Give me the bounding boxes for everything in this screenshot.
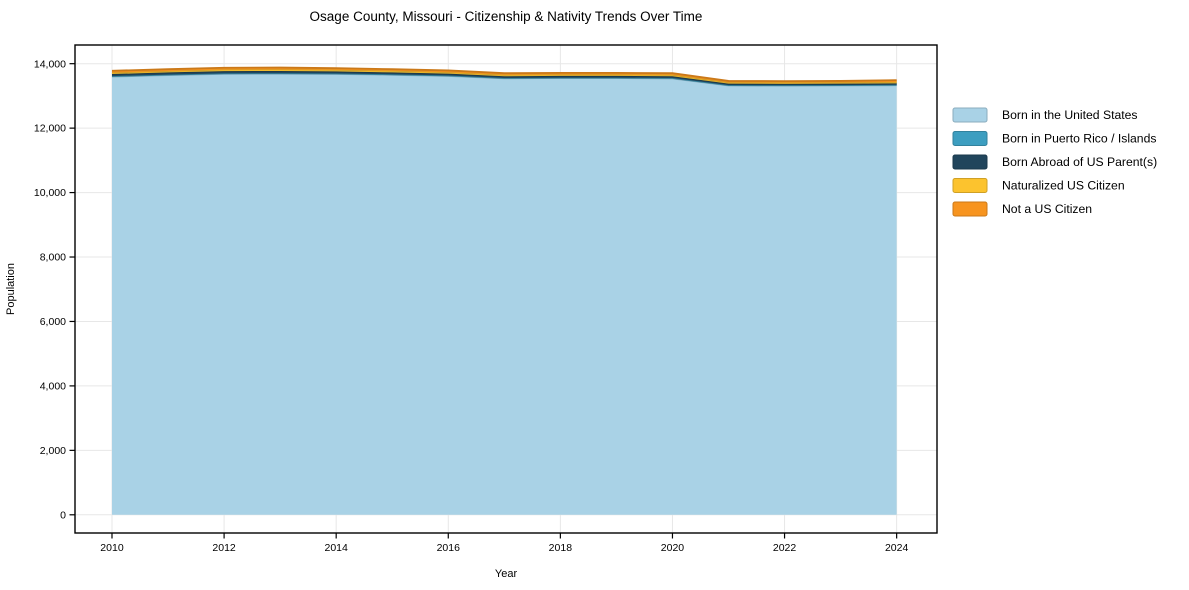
x-axis-label: Year xyxy=(495,568,518,580)
legend-label: Born Abroad of US Parent(s) xyxy=(1002,155,1157,169)
legend-swatch xyxy=(952,107,988,123)
x-tick-label: 2018 xyxy=(549,542,573,554)
x-tick-label: 2010 xyxy=(100,542,124,554)
legend-swatch xyxy=(952,178,988,193)
y-tick-label: 12,000 xyxy=(34,123,66,135)
legend-item-born-abroad-of-us-parent-s: Born Abroad of US Parent(s) xyxy=(952,154,1157,170)
legend-item-born-in-the-united-states: Born in the United States xyxy=(952,107,1138,123)
legend-item-naturalized-us-citizen: Naturalized US Citizen xyxy=(952,178,1125,193)
plot-border xyxy=(74,44,938,534)
x-tick-label: 2016 xyxy=(437,542,461,554)
y-tick-label: 4,000 xyxy=(40,381,66,393)
y-tick-label: 8,000 xyxy=(40,252,66,264)
legend-label: Not a US Citizen xyxy=(1002,202,1092,216)
legend-item-not-a-us-citizen: Not a US Citizen xyxy=(952,201,1092,217)
legend-item-born-in-puerto-rico-islands: Born in Puerto Rico / Islands xyxy=(952,131,1156,146)
legend-label: Born in Puerto Rico / Islands xyxy=(1002,132,1156,146)
x-tick-label: 2014 xyxy=(324,542,348,554)
x-tick-label: 2020 xyxy=(661,542,685,554)
legend: Born in the United States Born in Puerto … xyxy=(952,107,1157,217)
chart-title: Osage County, Missouri - Citizenship & N… xyxy=(310,9,703,24)
legend-swatch xyxy=(952,201,988,217)
area-layers xyxy=(111,66,897,515)
legend-label: Born in the United States xyxy=(1002,108,1138,122)
axes xyxy=(69,44,938,539)
legend-swatch xyxy=(952,131,988,146)
area-born-in-the-united-states xyxy=(111,73,897,515)
y-tick-label: 14,000 xyxy=(34,58,66,70)
x-tick-label: 2012 xyxy=(212,542,236,554)
y-tick-label: 6,000 xyxy=(40,316,66,328)
y-tick-label: 10,000 xyxy=(34,187,66,199)
legend-label: Naturalized US Citizen xyxy=(1002,179,1125,193)
y-tick-label: 0 xyxy=(60,509,66,521)
area-edge-not-a-us-citizen xyxy=(111,66,897,82)
tick-labels: 2010 2012 2014 2016 2018 2020 2022 2024 0 2,000 4,… xyxy=(34,58,909,554)
x-tick-label: 2024 xyxy=(885,542,909,554)
legend-swatch xyxy=(952,154,988,170)
y-tick-label: 2,000 xyxy=(40,445,66,457)
y-axis-label: Population xyxy=(5,263,17,315)
x-tick-label: 2022 xyxy=(773,542,797,554)
